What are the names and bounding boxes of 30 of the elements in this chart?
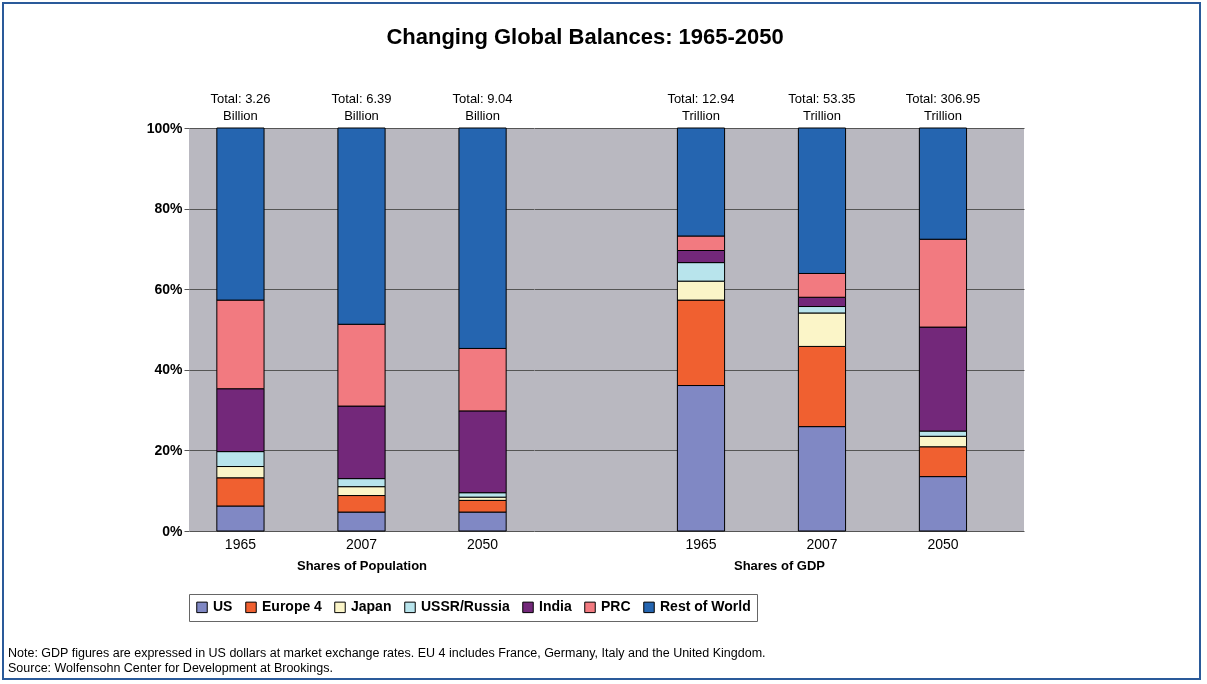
- annotation: Total: 306.95 Trillion: [905, 91, 981, 123]
- y-tick-label: 80%: [154, 200, 184, 217]
- annotation: Total: 6.39 Billion: [331, 91, 392, 123]
- annotation: Total: 53.35 Trillion: [788, 91, 856, 123]
- y-tick-label: 0%: [162, 522, 184, 539]
- y-tick-label: 20%: [154, 441, 184, 458]
- legend-label: USSR/Russia: [421, 598, 510, 615]
- text: Changing Global Balances: 1965-2050: [386, 24, 784, 49]
- x-axis-title: Shares of GDP: [733, 557, 826, 573]
- x-tick-label: 1965: [224, 535, 257, 552]
- legend-label: Europe 4: [262, 598, 323, 615]
- legend-label: US: [213, 598, 233, 615]
- x-tick-label: 2007: [806, 535, 838, 552]
- source-note: Source: Wolfensohn Center for Development at Brookings.: [8, 661, 334, 676]
- x-tick-label: 1965: [685, 535, 717, 552]
- x-axis-title: Shares of Population: [296, 557, 428, 573]
- annotation: Total: 12.94 Trillion: [667, 91, 735, 123]
- annotation: Total: 3.26 Billion: [210, 91, 271, 123]
- x-tick-label: 2050: [927, 535, 959, 552]
- legend-label: India: [539, 598, 572, 615]
- x-tick-label: 2007: [345, 535, 378, 552]
- legend-label: Rest of World: [660, 598, 751, 615]
- x-tick-label: 2050: [466, 535, 499, 552]
- legend-label: PRC: [601, 598, 631, 615]
- legend-label: Japan: [351, 598, 392, 615]
- text: Note: GDP figures are expressed in US dollars at market exchange rates. EU 4 includes France, Germany, Italy and the United Kingdom.: [8, 646, 766, 661]
- y-tick-label: 40%: [154, 361, 184, 378]
- y-tick-label: 60%: [154, 280, 184, 297]
- y-tick-label: 100%: [146, 119, 184, 136]
- annotation: Total: 9.04 Billion: [452, 91, 513, 123]
